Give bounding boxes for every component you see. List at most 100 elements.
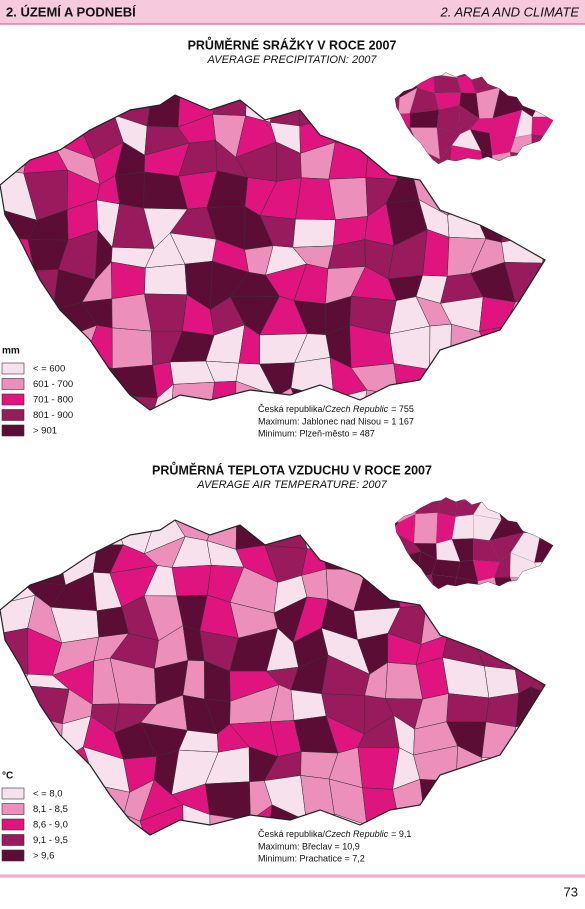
district: [510, 72, 543, 74]
district: [447, 383, 479, 410]
district: [171, 564, 212, 597]
district: [361, 848, 392, 884]
note-value: = 755: [391, 404, 414, 414]
inset-map: [394, 50, 578, 165]
district: [357, 747, 400, 790]
district: [1, 684, 34, 732]
district: [431, 574, 457, 589]
legend-swatch: [1, 834, 25, 846]
district: [362, 787, 399, 826]
district: [540, 72, 554, 74]
district: [530, 669, 545, 705]
legend-label: > 9,6: [33, 851, 54, 862]
district: [0, 416, 1, 456]
district: [479, 326, 506, 358]
legend-swatch: [1, 378, 25, 390]
district: [534, 351, 545, 395]
district: [559, 515, 574, 543]
district: [0, 295, 39, 330]
district: [59, 845, 91, 871]
district: [532, 753, 545, 795]
district: [477, 412, 509, 460]
district: [503, 181, 545, 221]
district: [116, 409, 155, 410]
district: [395, 124, 402, 151]
district: [5, 670, 29, 705]
legend-swatch: [1, 424, 25, 437]
district: [530, 686, 545, 725]
district: [549, 384, 578, 424]
district: [0, 520, 11, 537]
note-label: Česká republika/: [258, 404, 326, 414]
district: [563, 354, 585, 385]
district: [576, 424, 585, 454]
district: [299, 95, 326, 127]
district: [0, 535, 8, 578]
district: [531, 154, 554, 164]
district: [0, 656, 11, 706]
district: [327, 520, 354, 524]
note-minimum: Minimum: Prachatice = 7,2: [258, 853, 365, 863]
district: [569, 142, 585, 182]
district: [322, 520, 363, 552]
district: [61, 63, 97, 82]
district: [506, 753, 540, 795]
district: [530, 497, 554, 515]
district: [547, 207, 578, 246]
district: [511, 497, 534, 513]
district: [0, 270, 3, 305]
district: [471, 497, 496, 501]
note-national: Česká republika/Czech Republic = 755: [258, 404, 414, 414]
district: [542, 262, 545, 296]
district: [123, 59, 153, 91]
district: [430, 72, 458, 78]
district: [146, 409, 182, 410]
district: [114, 477, 158, 519]
district: [349, 520, 401, 543]
district: [563, 384, 585, 424]
district: [0, 603, 2, 636]
district: [264, 520, 308, 549]
district: [495, 497, 520, 500]
district: [532, 88, 554, 118]
district: [505, 791, 540, 818]
district: [544, 64, 578, 94]
legend-label: < = 8,0: [33, 789, 63, 800]
note-value: = 9,1: [391, 829, 411, 839]
district: [28, 752, 63, 781]
district: [328, 177, 368, 221]
district: [0, 109, 37, 161]
district: [555, 50, 578, 69]
district: [561, 520, 585, 535]
district: [139, 804, 185, 835]
district: [476, 385, 516, 410]
district: [473, 838, 513, 878]
district: [209, 814, 251, 835]
header-band: [0, 0, 585, 24]
district: [571, 755, 585, 793]
note-label-en: Czech Republic: [325, 829, 389, 839]
district: [395, 149, 420, 164]
district: [8, 482, 32, 516]
district: [361, 542, 401, 578]
district: [531, 116, 554, 138]
district: [477, 350, 516, 387]
district: [431, 559, 461, 578]
legend-swatch: [1, 787, 25, 800]
district: [114, 171, 145, 209]
district: [389, 325, 431, 370]
note-label: Česká republika/: [258, 829, 326, 839]
district: [480, 150, 493, 164]
district: [81, 520, 124, 546]
legend-swatch: [1, 409, 25, 421]
district: [0, 715, 34, 766]
district: [501, 210, 545, 243]
district: [365, 143, 398, 180]
district: [566, 330, 585, 362]
district: [434, 595, 462, 620]
map-subtitle: AVERAGE PRECIPITATION: 2007: [207, 54, 378, 66]
district: [498, 72, 513, 78]
district: [171, 419, 217, 458]
district: [25, 520, 57, 544]
district: [424, 811, 453, 835]
